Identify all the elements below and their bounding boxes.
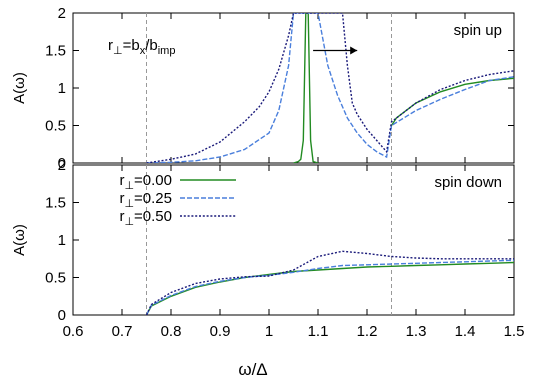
bottom-series-line-1 <box>145 259 514 315</box>
bottom-ytick-label-3: 1.5 <box>45 195 66 212</box>
bottom-xtick-label-1: 0.7 <box>112 323 133 340</box>
top-plot-frame <box>72 12 515 164</box>
bottom-xtick-label-0: 0.6 <box>63 323 84 340</box>
bottom-xtick-label-7: 1.3 <box>406 323 427 340</box>
bottom-xtick-label-9: 1.5 <box>504 323 525 340</box>
bottom-xtick-label-4: 1 <box>265 323 273 340</box>
legend-label-0: r⊥=0.00 <box>119 172 172 192</box>
bottom-series-line-2 <box>145 250 514 315</box>
bottom-y-axis-label: A(ω) <box>11 224 28 256</box>
top-panel: 0 0.5 1 1.5 2 A(ω) spin up r⊥=bx/bimp <box>11 5 515 172</box>
bottom-panel: 0 0.5 1 1.5 2 0.6 0.7 0.8 0.9 1 1.1 1.2 1.3 1.4 1.5 A(ω… <box>11 157 524 340</box>
top-ytick-label-2: 1 <box>58 80 66 97</box>
top-ytick-label-1: 0.5 <box>45 118 66 135</box>
x-axis-label: ω/Δ <box>238 360 267 379</box>
bottom-spin-annotation: spin down <box>434 174 502 191</box>
top-series-line-1 <box>146 13 514 163</box>
bottom-ytick-label-0: 0 <box>58 307 66 324</box>
shift-arrow-head <box>350 46 358 55</box>
top-series-peak-0 <box>293 13 319 163</box>
bottom-ytick-label-2: 1 <box>58 232 66 249</box>
bottom-series-group <box>145 250 514 315</box>
top-ytick-label-0: 0 <box>58 155 66 172</box>
top-formula-annotation: r⊥=bx/bimp <box>108 37 175 57</box>
bottom-xtick-label-6: 1.2 <box>357 323 378 340</box>
top-ytick-label-4: 2 <box>58 5 66 22</box>
bottom-xtick-label-3: 0.9 <box>210 323 231 340</box>
top-spin-annotation: spin up <box>454 22 502 39</box>
top-y-axis-label: A(ω) <box>11 72 28 104</box>
bottom-ytick-label-1: 0.5 <box>45 270 66 287</box>
bottom-xtick-label-5: 1.1 <box>308 323 329 340</box>
bottom-series-line-0 <box>145 261 514 315</box>
legend-label-2: r⊥=0.50 <box>119 208 172 228</box>
bottom-xtick-label-8: 1.4 <box>455 323 476 340</box>
legend-label-1: r⊥=0.25 <box>119 190 172 210</box>
top-ytick-label-3: 1.5 <box>45 43 66 60</box>
top-series-group <box>146 13 514 163</box>
bottom-ytick-label-4: 2 <box>58 157 66 174</box>
top-series-line-2 <box>146 13 514 163</box>
bottom-xtick-label-2: 0.8 <box>161 323 182 340</box>
